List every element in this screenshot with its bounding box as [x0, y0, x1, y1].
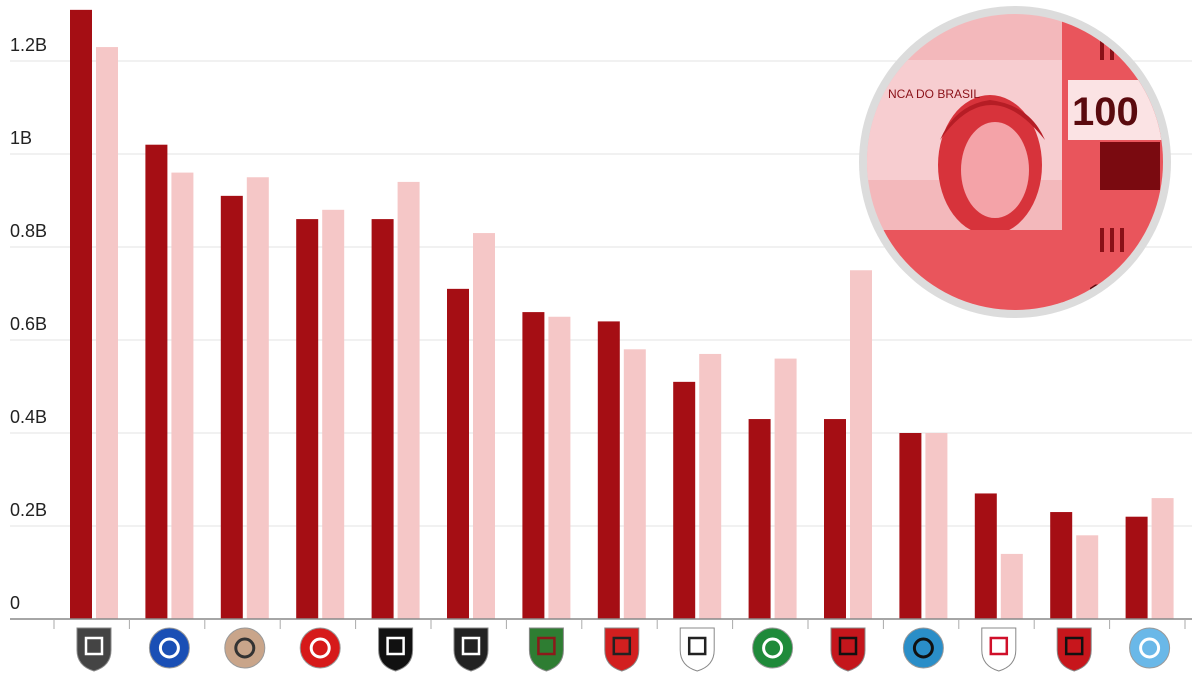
y-tick-label-2: 0.4B	[10, 407, 47, 427]
bar-gremio-series-2	[925, 433, 948, 619]
y-tick-label-3: 0.6B	[10, 314, 47, 334]
bar-vasco-series-2	[473, 233, 495, 620]
bar-gremio-series-1	[899, 433, 922, 619]
bar-atletico-mineiro-series-2	[96, 47, 118, 620]
y-tick-label-4: 0.8B	[10, 221, 47, 241]
bar-red-bull-bragantino-series-2	[1000, 553, 1023, 619]
bar-santos-series-1	[673, 381, 696, 619]
botafogo-crest-icon	[378, 627, 414, 672]
x-axis-ticks	[53, 619, 1186, 629]
flamengo-crest-icon	[830, 627, 866, 672]
bar-internacional-series-1	[296, 219, 319, 619]
club-crests	[76, 627, 1171, 672]
bar-sao-paulo-series-2	[623, 349, 646, 619]
banknote-value-text: 100	[1072, 90, 1139, 134]
fluminense-crest-icon	[528, 627, 564, 672]
bar-corinthians-series-2	[246, 177, 269, 619]
bar-flamengo-series-1	[824, 419, 846, 619]
gremio-crest-icon	[902, 627, 944, 669]
bars	[70, 9, 1174, 620]
bar-red-bull-bragantino-series-1	[974, 493, 997, 619]
sport-crest-icon	[1056, 627, 1092, 672]
bar-cruzeiro-series-1	[145, 144, 168, 619]
bar-santos-series-2	[699, 353, 722, 619]
atletico-mineiro-crest-icon	[76, 627, 112, 672]
banknote-circle-illustration: NCA DO BRASIL 100 10	[859, 6, 1171, 318]
y-tick-label-0: 0	[10, 593, 20, 613]
bar-atletico-mineiro-series-1	[70, 9, 92, 620]
bar-sao-paulo-series-1	[597, 321, 620, 619]
vasco-crest-icon	[453, 627, 489, 672]
y-tick-label-6: 1.2B	[10, 35, 47, 55]
bahia-crest-icon	[1129, 627, 1171, 669]
red-bull-bragantino-crest-icon	[981, 627, 1017, 672]
corinthians-crest-icon	[224, 627, 266, 669]
y-tick-label-1: 0.2B	[10, 500, 47, 520]
y-tick-label-5: 1B	[10, 128, 32, 148]
bar-botafogo-series-2	[397, 181, 420, 619]
y-axis-tick-labels: 0 0.2B 0.4B 0.6B 0.8B 1B 1.2B	[10, 35, 47, 613]
banknote-dark-pattern	[1100, 142, 1160, 190]
bar-flamengo-series-2	[850, 270, 872, 619]
bar-cruzeiro-series-2	[171, 172, 194, 619]
bar-corinthians-series-1	[220, 195, 243, 619]
palmeiras-crest-icon	[752, 627, 794, 669]
bar-fluminense-series-1	[522, 312, 545, 619]
bar-palmeiras-series-2	[774, 358, 797, 619]
bar-bahia-series-1	[1125, 516, 1148, 619]
banknote-top-text: NCA DO BRASIL	[888, 87, 980, 101]
effigy-hair-icon	[940, 100, 1045, 140]
bar-vasco-series-1	[447, 288, 469, 619]
effigy-face-icon	[961, 122, 1029, 218]
sao-paulo-crest-icon	[604, 627, 640, 672]
bar-internacional-series-2	[322, 209, 345, 620]
santos-crest-icon	[679, 627, 715, 672]
bar-sport-series-1	[1050, 512, 1073, 619]
bar-bahia-series-2	[1151, 498, 1174, 619]
bar-fluminense-series-2	[548, 316, 571, 619]
bar-sport-series-2	[1076, 535, 1099, 619]
bar-botafogo-series-1	[371, 219, 394, 619]
cruzeiro-crest-icon	[148, 627, 190, 669]
bar-palmeiras-series-1	[748, 419, 771, 619]
internacional-crest-icon	[299, 627, 341, 669]
